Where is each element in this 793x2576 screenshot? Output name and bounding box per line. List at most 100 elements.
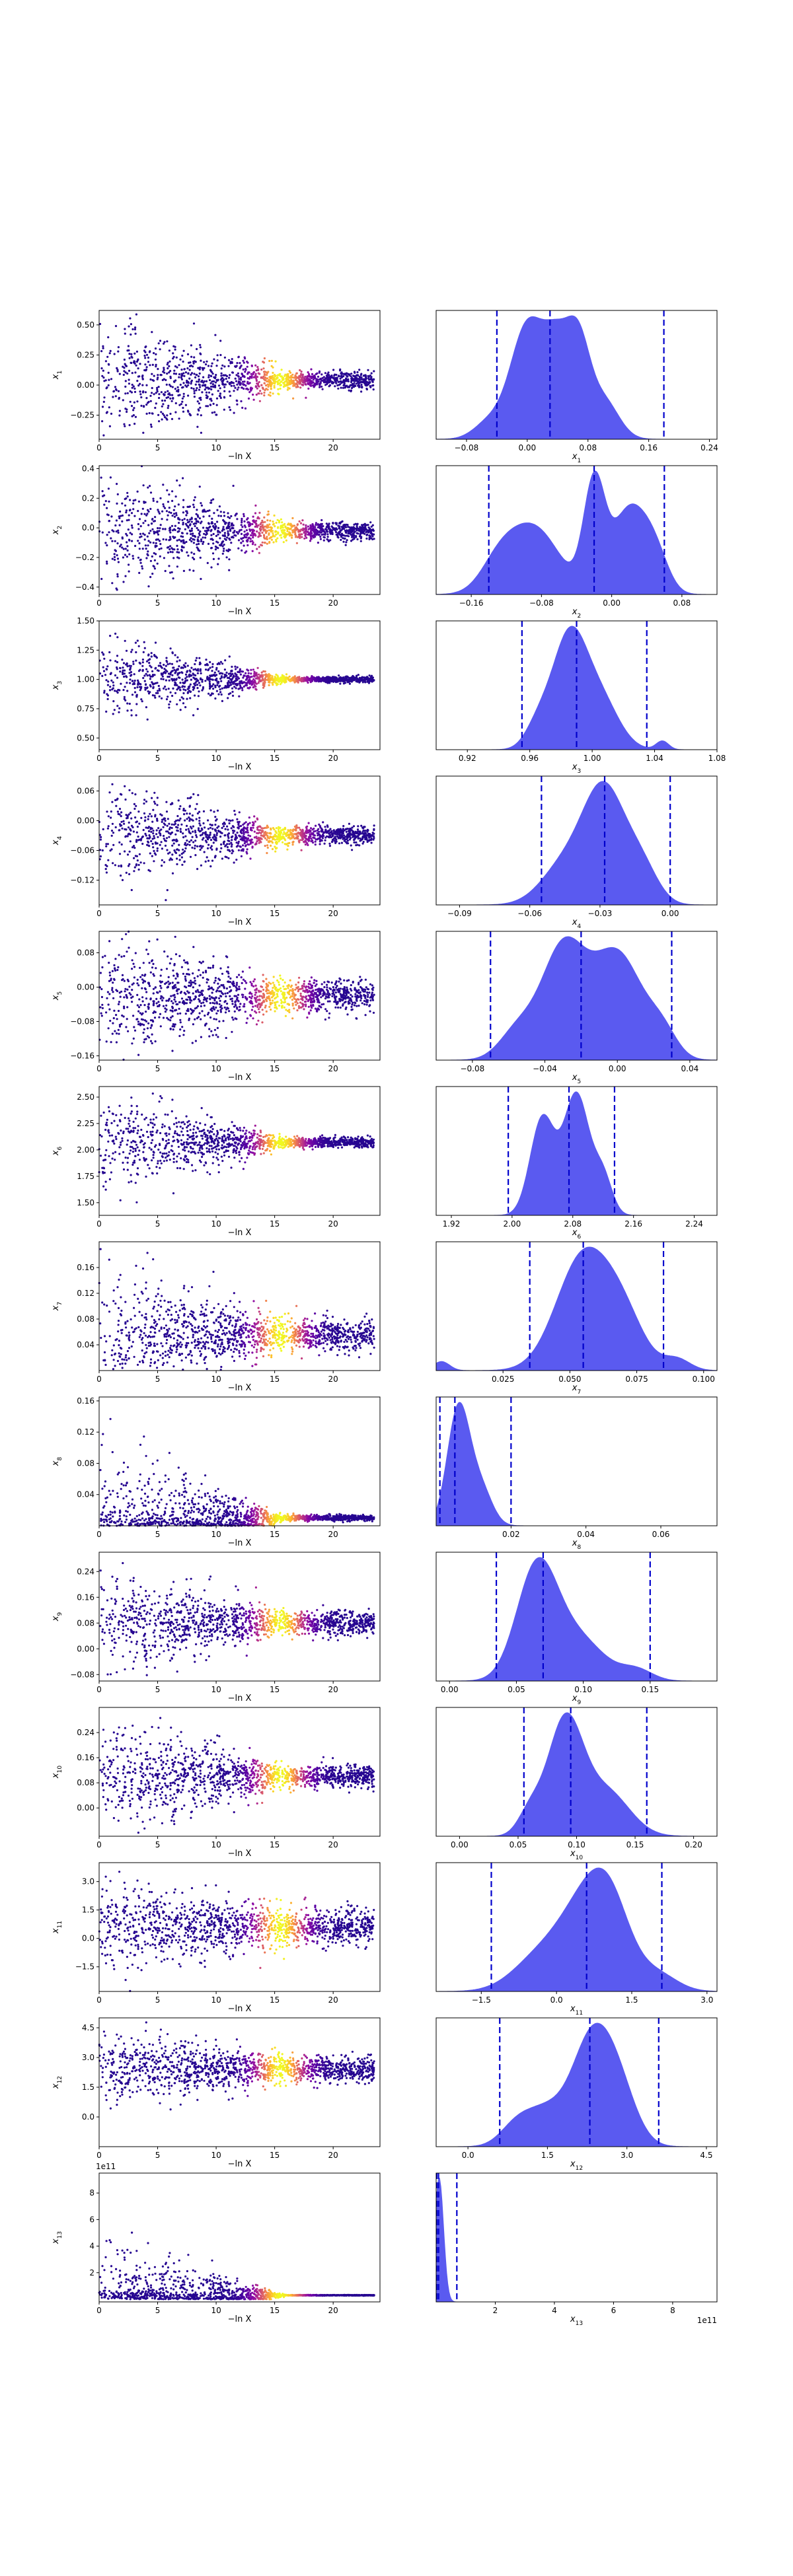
trace-point — [193, 677, 196, 680]
trace-point — [251, 522, 254, 526]
trace-point — [114, 540, 116, 542]
trace-point — [174, 388, 176, 390]
trace-point — [243, 520, 246, 523]
trace-point — [219, 392, 221, 395]
trace-point — [312, 535, 315, 538]
trace-point — [124, 380, 127, 382]
y-tick-label: 0.25 — [77, 350, 94, 359]
trace-point — [237, 849, 240, 851]
trace-point — [177, 824, 180, 826]
x-tick-label: 0.08 — [579, 443, 597, 452]
trace-point — [268, 359, 271, 363]
trace-point — [161, 847, 163, 850]
trace-point — [265, 525, 268, 528]
trace-point — [255, 682, 258, 685]
trace-point — [129, 682, 132, 684]
trace-xlabel: −ln X — [228, 762, 252, 772]
trace-point — [366, 680, 369, 683]
trace-point — [230, 542, 233, 544]
trace-point — [200, 380, 203, 383]
trace-point — [118, 410, 121, 412]
trace-point — [157, 684, 160, 688]
trace-point — [183, 368, 186, 371]
trace-point — [329, 539, 332, 542]
trace-point — [134, 332, 137, 335]
trace-point — [239, 376, 243, 379]
trace-point — [305, 828, 308, 830]
trace-point — [247, 669, 250, 672]
trace-point — [299, 522, 303, 524]
trace-point — [200, 431, 202, 434]
trace-point — [272, 684, 274, 686]
trace-point — [133, 390, 137, 394]
trace-point — [270, 844, 272, 847]
trace-point — [360, 376, 363, 378]
trace-point — [309, 540, 312, 542]
trace-point — [141, 375, 144, 378]
trace-point — [104, 542, 107, 544]
trace-point — [212, 532, 215, 536]
trace-point — [125, 509, 128, 512]
trace-point — [303, 537, 306, 540]
trace-point — [103, 692, 106, 694]
trace-point — [188, 674, 192, 677]
trace-point — [206, 510, 209, 513]
trace-point — [236, 403, 239, 406]
trace-point — [170, 823, 173, 826]
trace-point — [370, 378, 373, 380]
trace-point — [250, 389, 252, 392]
trace-point — [287, 533, 289, 536]
trace-point — [217, 541, 219, 544]
trace-point — [117, 346, 120, 349]
trace-point — [266, 519, 269, 522]
trace-point — [217, 680, 220, 683]
trace-point — [182, 360, 184, 363]
trace-point — [252, 686, 255, 688]
trace-point — [190, 666, 193, 669]
trace-point — [257, 524, 260, 526]
trace-point — [347, 373, 350, 375]
trace-point — [273, 386, 276, 389]
trace-point — [338, 678, 340, 681]
trace-point — [147, 544, 149, 547]
trace-point — [232, 536, 235, 539]
trace-point — [341, 528, 344, 530]
trace-point — [256, 366, 259, 369]
trace-point — [225, 521, 227, 524]
trace-point — [270, 538, 273, 541]
trace-point — [142, 532, 145, 535]
trace-point — [116, 493, 119, 496]
trace-point — [165, 899, 167, 902]
trace-point — [101, 531, 104, 534]
trace-point — [217, 526, 220, 530]
trace-point — [106, 411, 108, 413]
trace-point — [269, 375, 272, 378]
trace-point — [155, 545, 158, 548]
trace-point — [124, 798, 127, 801]
trace-point — [223, 390, 226, 392]
trace-point — [237, 372, 239, 375]
trace-point — [207, 838, 209, 841]
trace-point — [254, 677, 258, 680]
trace-point — [221, 699, 223, 702]
trace-point — [198, 485, 201, 488]
trace-point — [214, 545, 217, 548]
trace-point — [245, 678, 247, 681]
trace-point — [110, 816, 112, 819]
trace-point — [196, 387, 198, 390]
trace-point — [255, 378, 258, 381]
trace-point — [194, 694, 196, 697]
trace-point — [152, 808, 155, 811]
trace-point — [172, 687, 174, 690]
trace-point — [189, 670, 192, 673]
trace-point — [157, 511, 160, 513]
trace-point — [364, 384, 367, 386]
trace-point — [190, 355, 193, 358]
trace-point — [144, 357, 147, 359]
trace-point — [272, 836, 274, 838]
trace-point — [310, 532, 313, 535]
trace-point — [212, 542, 215, 545]
trace-point — [268, 394, 270, 396]
trace-point — [236, 362, 239, 365]
trace-point — [289, 680, 291, 682]
